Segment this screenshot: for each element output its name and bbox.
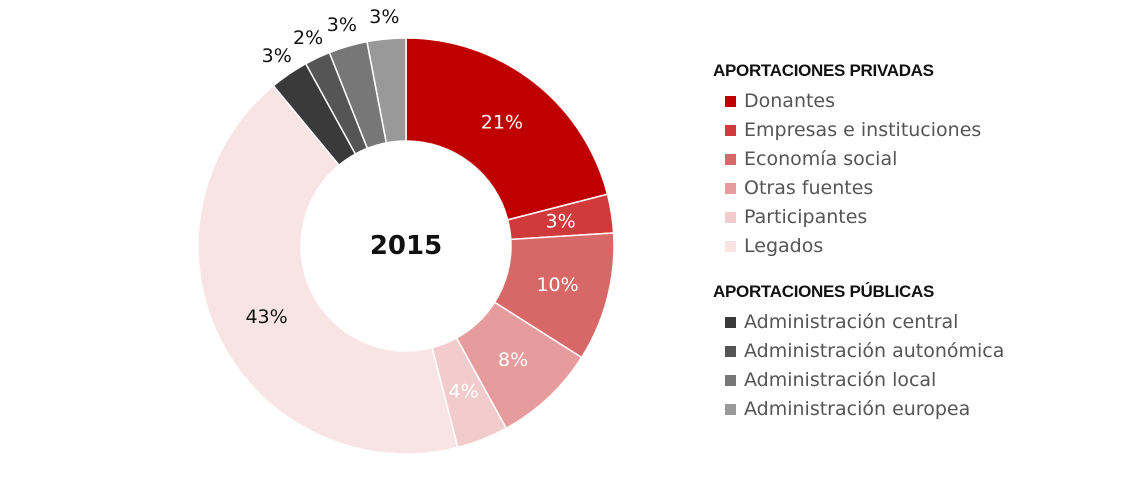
- legend-label: Participantes: [744, 206, 868, 228]
- legend-swatch: [725, 317, 736, 328]
- legend: APORTACIONES PRIVADAS Donantes Empresas e…: [713, 58, 1113, 424]
- legend-label: Administración central: [744, 311, 959, 333]
- slice-administracion-europea: [366, 37, 407, 144]
- legend-item: Donantes: [725, 87, 1113, 116]
- legend-item: Administración autonómica: [725, 337, 1113, 366]
- legend-swatch: [725, 375, 736, 386]
- slice-label: 21%: [481, 111, 523, 133]
- slice-label: 43%: [245, 306, 287, 328]
- legend-item: Administración local: [725, 366, 1113, 395]
- slice-label: 3%: [545, 211, 575, 233]
- legend-label: Empresas e instituciones: [744, 119, 982, 141]
- slice-label: 4%: [449, 381, 479, 403]
- legend-item: Administración europea: [725, 395, 1113, 424]
- legend-swatch: [725, 346, 736, 357]
- legend-item: Participantes: [725, 203, 1113, 232]
- legend-item: Empresas e instituciones: [725, 116, 1113, 145]
- donut-slices: [197, 37, 615, 455]
- legend-item: Economía social: [725, 145, 1113, 174]
- legend-label: Administración autonómica: [744, 340, 1005, 362]
- legend-swatch: [725, 404, 736, 415]
- legend-item: Legados: [725, 232, 1113, 261]
- slice-label: 3%: [369, 6, 399, 28]
- slice-label: 8%: [498, 349, 528, 371]
- legend-swatch: [725, 154, 736, 165]
- legend-swatch: [725, 212, 736, 223]
- slice-label: 3%: [327, 14, 357, 36]
- legend-heading-private: APORTACIONES PRIVADAS: [713, 61, 934, 80]
- legend-swatch: [725, 183, 736, 194]
- legend-item: Otras fuentes: [725, 174, 1113, 203]
- legend-label: Donantes: [744, 90, 836, 112]
- legend-label: Otras fuentes: [744, 177, 874, 199]
- legend-label: Administración europea: [744, 398, 971, 420]
- slice-label: 2%: [293, 27, 323, 49]
- slice-labels: 21%3%10%8%4%43%3%2%3% 3%: [245, 6, 578, 402]
- legend-label: Economía social: [744, 148, 898, 170]
- slice-legados: [197, 84, 459, 455]
- legend-swatch: [725, 125, 736, 136]
- legend-group-public: Administración central Administración aut…: [725, 308, 1113, 424]
- slice-label: 3%: [262, 45, 292, 67]
- legend-swatch: [725, 241, 736, 252]
- legend-label: Administración local: [744, 369, 937, 391]
- legend-swatch: [725, 96, 736, 107]
- legend-heading-public: APORTACIONES PÚBLICAS: [713, 282, 935, 301]
- legend-label: Legados: [744, 235, 824, 257]
- legend-item: Administración central: [725, 308, 1113, 337]
- slice-label: 10%: [536, 274, 578, 296]
- center-year-label: 2015: [370, 231, 442, 261]
- legend-group-private: Donantes Empresas e instituciones Economía…: [725, 87, 1113, 261]
- slice-donantes: [405, 37, 609, 221]
